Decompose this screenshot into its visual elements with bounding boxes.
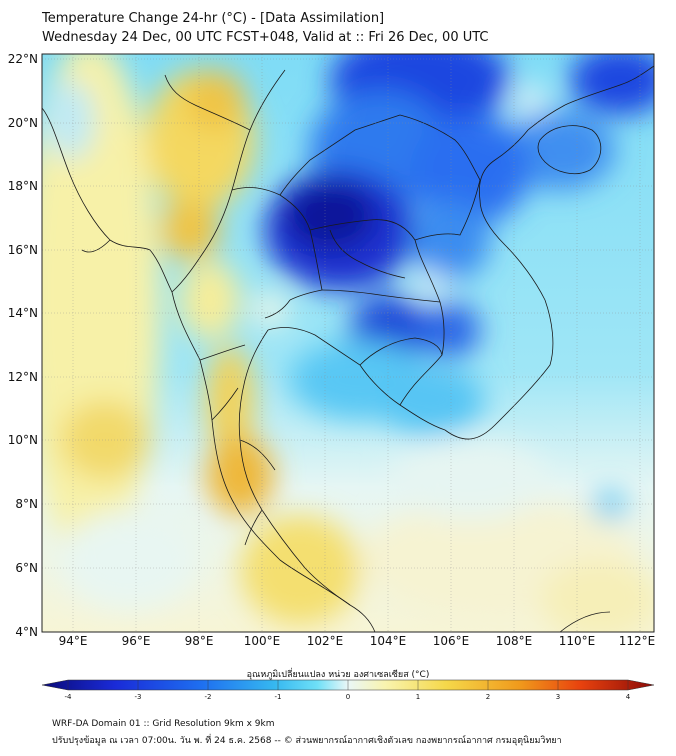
colorbar-tick: 3 bbox=[556, 693, 560, 701]
lon-label: 98°E bbox=[185, 634, 214, 648]
map-subtitle: Wednesday 24 Dec, 00 UTC FCST+048, Valid… bbox=[42, 30, 489, 45]
colorbar-tick: 4 bbox=[626, 693, 631, 701]
graticule bbox=[42, 54, 654, 632]
lat-label: 10°N bbox=[8, 433, 38, 447]
map-frame bbox=[41, 53, 655, 633]
lon-label: 108°E bbox=[496, 634, 533, 648]
lon-label: 96°E bbox=[122, 634, 151, 648]
colorbar-tick: -1 bbox=[275, 693, 282, 701]
footer-credit: ปรับปรุงข้อมูล ณ เวลา 07:00น. วัน พ. ที่… bbox=[52, 736, 562, 746]
lon-label: 106°E bbox=[433, 634, 470, 648]
colorbar-tick: 1 bbox=[416, 693, 420, 701]
longitude-labels: 94°E 96°E 98°E 100°E 102°E 104°E 106°E 1… bbox=[59, 634, 656, 648]
lon-label: 104°E bbox=[370, 634, 407, 648]
lat-label: 16°N bbox=[8, 243, 38, 257]
lat-label: 22°N bbox=[8, 52, 38, 66]
lat-label: 18°N bbox=[8, 179, 38, 193]
colorbar-title: อุณหภูมิเปลี่ยนแปลง หน่วย องศาเซลเซียส (… bbox=[246, 670, 430, 680]
colorbar-tick: -2 bbox=[205, 693, 212, 701]
lon-label: 94°E bbox=[59, 634, 88, 648]
lat-label: 6°N bbox=[15, 561, 38, 575]
lat-label: 8°N bbox=[15, 497, 38, 511]
latitude-labels: 22°N 20°N 18°N 16°N 14°N 12°N 10°N 8°N 6… bbox=[8, 52, 38, 639]
colorbar-tick: 0 bbox=[346, 693, 350, 701]
lat-label: 20°N bbox=[8, 116, 38, 130]
temperature-field bbox=[42, 54, 654, 632]
colorbar-tick: -4 bbox=[65, 693, 73, 701]
colorbar-tick: -3 bbox=[135, 693, 142, 701]
lon-label: 102°E bbox=[307, 634, 344, 648]
map-title: Temperature Change 24-hr (°C) - [Data As… bbox=[42, 11, 385, 26]
lat-label: 4°N bbox=[15, 625, 38, 639]
colorbar: -4 -3 -2 -1 0 1 2 3 4 bbox=[41, 679, 655, 701]
coastlines bbox=[42, 65, 654, 632]
lon-label: 100°E bbox=[244, 634, 281, 648]
colorbar-tick: 2 bbox=[486, 693, 490, 701]
lat-label: 14°N bbox=[8, 306, 38, 320]
footer-model-info: WRF-DA Domain 01 :: Grid Resolution 9km … bbox=[52, 719, 275, 729]
lon-label: 110°E bbox=[559, 634, 596, 648]
lon-label: 112°E bbox=[619, 634, 656, 648]
lat-label: 12°N bbox=[8, 370, 38, 384]
